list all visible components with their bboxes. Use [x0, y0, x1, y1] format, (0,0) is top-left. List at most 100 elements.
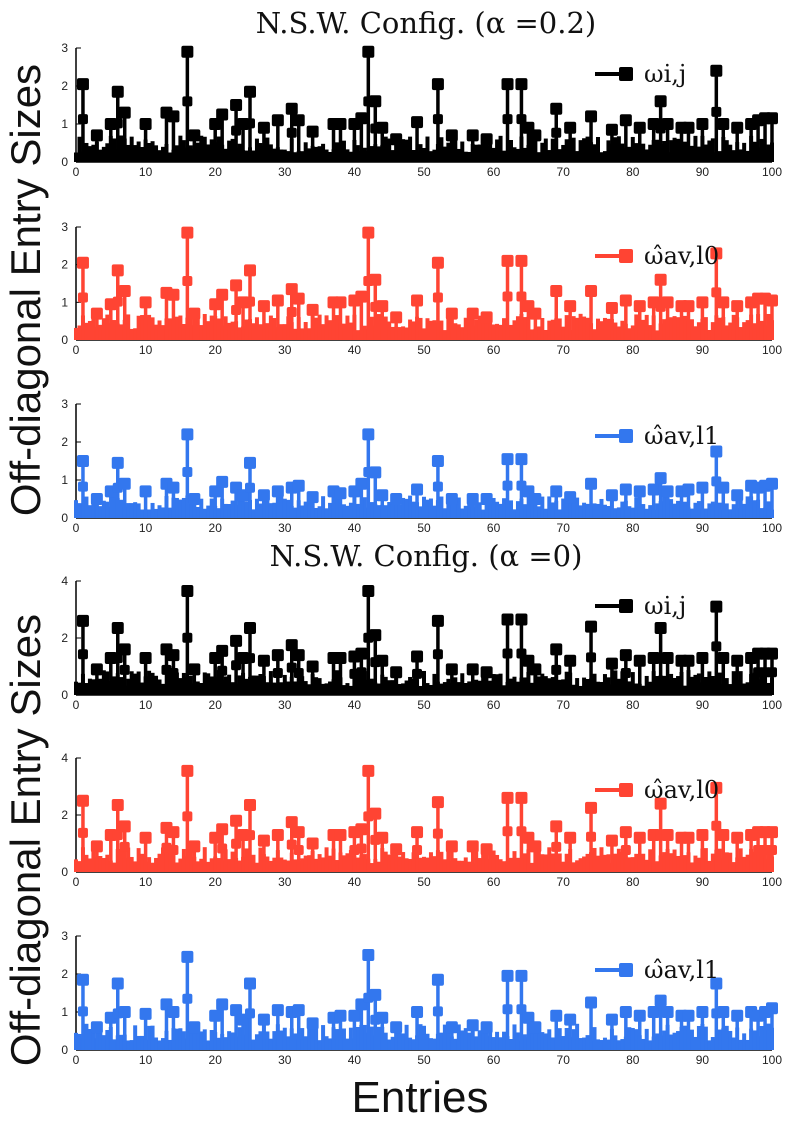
y-tick-label: 1: [61, 295, 68, 309]
peak-marker-secondary: [77, 1006, 88, 1017]
peak-marker: [731, 1009, 744, 1022]
panel-3: 0 10 20 30 40 50 60 70 80 90 100 0 1 2 3 ω̂av,l1: [61, 397, 782, 535]
peak-marker: [362, 45, 375, 58]
peak-marker: [292, 1004, 305, 1017]
peak-marker: [445, 493, 458, 505]
group-title-alpha-0.2: N.S.W. Config. (α =0.2): [256, 6, 596, 40]
peak-marker: [334, 118, 347, 130]
peak-marker-secondary: [77, 827, 88, 838]
peak-marker: [271, 485, 284, 498]
peak-marker: [717, 296, 730, 309]
peak-marker: [501, 969, 514, 982]
peak-marker: [480, 493, 493, 505]
peak-marker: [619, 294, 632, 307]
peak-marker: [244, 456, 256, 469]
peak-marker-secondary: [551, 127, 562, 138]
peak-marker: [376, 831, 389, 844]
peak-marker: [710, 600, 723, 613]
y-tick-label: 1: [61, 117, 68, 131]
peak-marker-secondary: [182, 811, 193, 822]
peak-marker: [111, 85, 124, 98]
peak-marker: [376, 121, 389, 134]
x-tick-label: 100: [762, 698, 782, 712]
peak-marker: [710, 445, 723, 458]
peak-marker: [181, 584, 194, 597]
peak-marker: [585, 620, 598, 633]
peak-marker: [90, 663, 103, 676]
peak-marker: [619, 826, 632, 839]
peak-marker: [306, 491, 319, 504]
peak-marker: [285, 102, 298, 115]
peak-marker: [90, 840, 103, 853]
x-tick-label: 100: [762, 521, 782, 535]
peak-marker: [90, 493, 103, 505]
x-tick-label: 60: [487, 1053, 501, 1067]
peak-marker: [292, 114, 305, 127]
peak-marker: [216, 823, 229, 836]
legend: ω̂av,l0: [595, 242, 719, 270]
peak-marker: [682, 483, 695, 496]
peak-marker: [501, 453, 514, 466]
x-tick-label: 0: [73, 1053, 80, 1067]
peak-marker: [619, 1006, 632, 1018]
peak-marker: [501, 791, 514, 804]
peak-marker: [682, 831, 695, 844]
peak-marker: [731, 489, 744, 502]
y-tick-label: 0: [61, 511, 68, 525]
x-tick-label: 50: [417, 165, 431, 179]
x-tick-label: 10: [139, 1053, 153, 1067]
peak-marker-secondary: [432, 1006, 443, 1017]
peak-marker: [480, 666, 493, 679]
x-tick-label: 0: [73, 698, 80, 712]
peak-marker-secondary: [112, 118, 123, 129]
panel-2: 0 10 20 30 40 50 60 70 80 90 100 0 1 2 3 ω̂av,l0: [61, 220, 782, 357]
peak-marker: [355, 647, 368, 660]
peak-marker: [76, 256, 89, 269]
y-tick-label: 2: [61, 79, 68, 93]
peak-marker: [564, 121, 577, 134]
legend-label: ω̂av,l0: [644, 242, 719, 270]
peak-marker: [661, 296, 674, 309]
x-tick-label: 10: [139, 521, 153, 535]
peak-marker-secondary: [356, 843, 367, 854]
peak-marker-secondary: [182, 632, 193, 643]
peak-marker: [564, 300, 577, 313]
peak-marker: [605, 1013, 618, 1026]
peak-marker: [766, 477, 778, 490]
x-tick-label: 100: [762, 343, 782, 357]
peak-marker: [710, 64, 723, 77]
peak-marker: [390, 666, 403, 679]
peak-marker: [445, 663, 458, 676]
peak-marker-secondary: [620, 668, 631, 679]
peak-marker: [362, 226, 375, 239]
peak-marker-secondary: [293, 668, 304, 679]
peak-marker-secondary: [112, 296, 123, 307]
peak-marker: [355, 823, 368, 836]
peak-marker: [362, 428, 375, 441]
legend: ω̂av,l1: [595, 956, 719, 984]
peak-marker: [445, 129, 458, 142]
y-tick-label: 4: [61, 751, 68, 765]
peak-marker-secondary: [516, 291, 527, 302]
peak-marker-secondary: [586, 652, 597, 663]
x-tick-label: 80: [626, 875, 640, 889]
peak-marker: [111, 977, 124, 990]
peak-marker-secondary: [551, 664, 562, 675]
y-tick-label: 1: [61, 473, 68, 487]
peak-marker: [167, 288, 180, 301]
y-tick-label: 1: [61, 1005, 68, 1019]
x-tick-label: 60: [487, 165, 501, 179]
x-tick-label: 60: [487, 521, 501, 535]
peak-marker: [376, 300, 389, 313]
peak-marker: [731, 121, 744, 134]
peak-marker: [76, 973, 89, 986]
peak-marker-secondary: [412, 668, 423, 679]
x-tick-label: 40: [348, 165, 362, 179]
peak-marker: [466, 1019, 479, 1032]
peak-marker-secondary: [412, 845, 423, 856]
peak-marker-secondary: [620, 845, 631, 856]
peak-marker-secondary: [293, 845, 304, 856]
peak-marker: [362, 764, 375, 777]
peak-marker: [257, 121, 270, 134]
